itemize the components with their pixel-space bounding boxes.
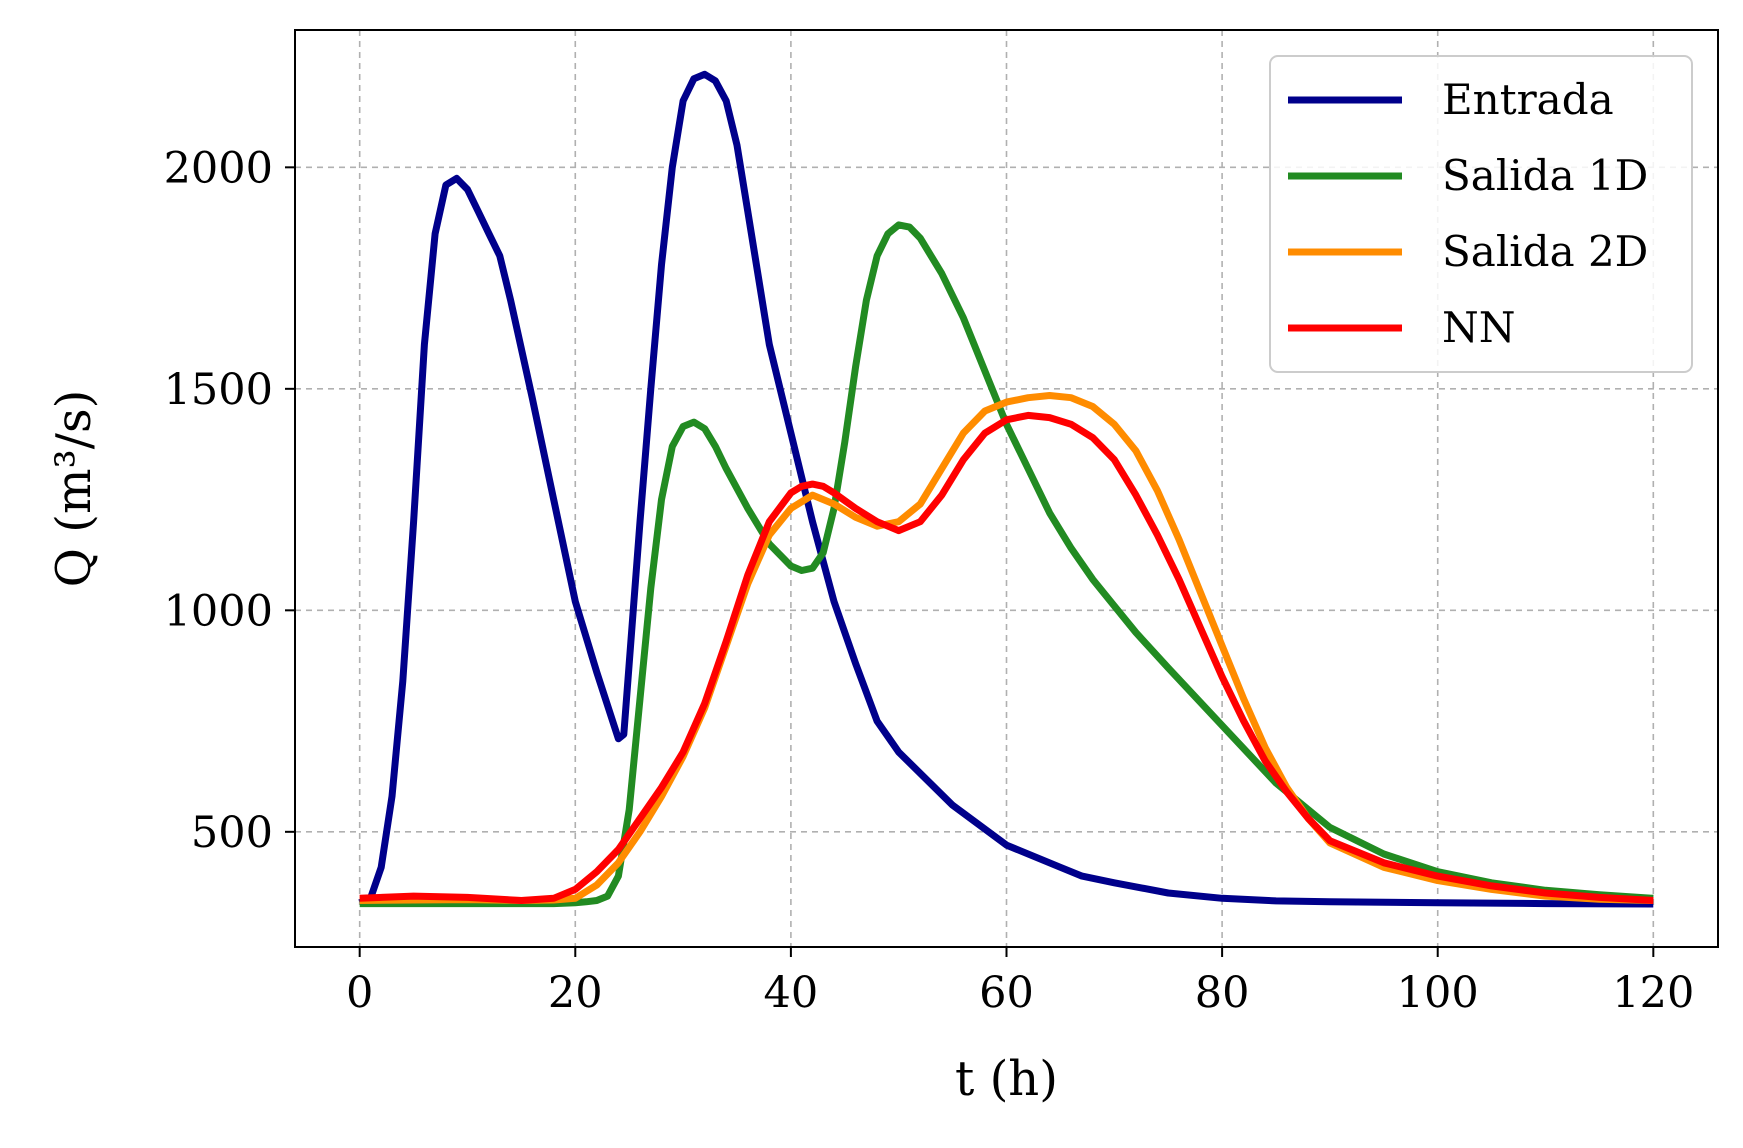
y-tick-label: 1000 (164, 586, 273, 636)
x-tick-label: 100 (1397, 968, 1479, 1018)
series-lines (358, 70, 1654, 908)
legend-label-salida-1d: Salida 1D (1442, 151, 1648, 200)
x-axis-label: t (h) (955, 1051, 1058, 1107)
series-line-entrada (358, 70, 1654, 908)
y-tick-label: 2000 (164, 143, 273, 193)
x-tick-label: 20 (548, 968, 603, 1018)
legend-label-entrada: Entrada (1442, 75, 1614, 124)
legend-label-salida-2d: Salida 2D (1442, 227, 1648, 276)
series-line-salida-1d (359, 221, 1654, 908)
x-tick-label: 120 (1612, 968, 1694, 1018)
y-tick-label: 500 (191, 808, 273, 858)
legend: Entrada Salida 1D Salida 2D NN (1269, 55, 1693, 373)
legend-label-nn: NN (1442, 303, 1516, 352)
x-tick-label: 40 (764, 968, 819, 1018)
axis-ticks: 0 20 40 60 80 100 120 500 1000 1500 2000 (164, 143, 1695, 1018)
x-tick-label: 60 (979, 968, 1034, 1018)
x-tick-label: 80 (1195, 968, 1250, 1018)
series-line-nn (359, 411, 1654, 904)
y-tick-label: 1500 (164, 365, 273, 415)
y-axis-label: Q (m³/s) (46, 390, 102, 588)
x-tick-label: 0 (346, 968, 373, 1018)
legend-box (1269, 55, 1693, 373)
grid (295, 30, 1718, 947)
